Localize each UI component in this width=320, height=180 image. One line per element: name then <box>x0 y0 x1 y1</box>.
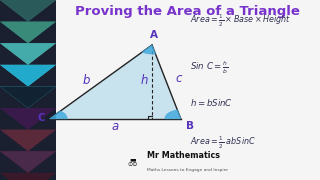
Polygon shape <box>0 108 56 130</box>
Text: Mr Mathematics: Mr Mathematics <box>147 151 220 160</box>
Text: $Area = \frac{1}{2} \times Base \times Height$: $Area = \frac{1}{2} \times Base \times H… <box>190 13 292 29</box>
Text: b: b <box>83 74 90 87</box>
Text: a: a <box>112 120 119 133</box>
Polygon shape <box>0 43 56 65</box>
Text: $Sin\ C = \frac{h}{b}$: $Sin\ C = \frac{h}{b}$ <box>190 59 229 76</box>
Polygon shape <box>0 86 56 108</box>
Text: ⊙⊙: ⊙⊙ <box>128 162 138 167</box>
Polygon shape <box>0 22 56 43</box>
Text: A: A <box>150 30 157 40</box>
Polygon shape <box>0 65 56 86</box>
Text: $h = bSinC$: $h = bSinC$ <box>190 97 233 108</box>
Bar <box>0 0 56 180</box>
Text: ▬: ▬ <box>130 157 136 163</box>
Polygon shape <box>0 86 56 108</box>
Polygon shape <box>0 151 56 173</box>
Polygon shape <box>0 65 56 86</box>
Polygon shape <box>0 22 56 43</box>
Polygon shape <box>0 151 56 173</box>
Text: Maths Lessons to Engage and Inspire: Maths Lessons to Engage and Inspire <box>147 168 228 172</box>
Polygon shape <box>0 0 56 22</box>
Wedge shape <box>165 110 181 119</box>
Polygon shape <box>50 45 181 119</box>
Polygon shape <box>0 130 56 151</box>
Polygon shape <box>0 43 56 65</box>
Text: C: C <box>37 113 45 123</box>
Text: $Area = \frac{1}{2}\ abSinC$: $Area = \frac{1}{2}\ abSinC$ <box>190 135 256 151</box>
Text: Proving the Area of a Triangle: Proving the Area of a Triangle <box>75 5 300 18</box>
Text: B: B <box>186 121 194 131</box>
Polygon shape <box>0 108 56 130</box>
Text: h: h <box>140 74 148 87</box>
Polygon shape <box>0 173 56 180</box>
Polygon shape <box>0 0 56 22</box>
Text: c: c <box>176 72 182 85</box>
Wedge shape <box>50 111 67 119</box>
Wedge shape <box>142 45 156 54</box>
Polygon shape <box>0 130 56 151</box>
